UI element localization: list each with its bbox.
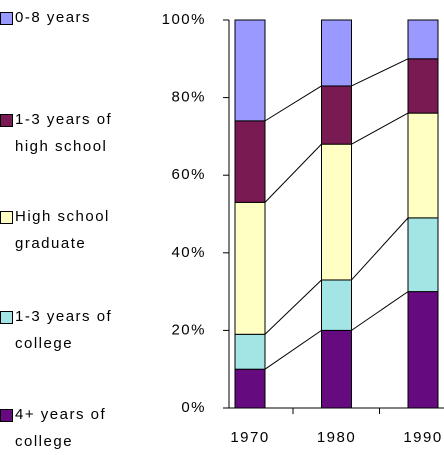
bar-segment [234, 201, 266, 335]
legend-item: 1-3 years of college [0, 303, 130, 357]
legend-swatch [0, 114, 13, 127]
bar-segment [321, 279, 352, 331]
bar-segment [234, 120, 266, 203]
legend-item: 1-3 years of high school [0, 106, 130, 160]
bar-segment [407, 19, 439, 60]
legend-label: High school graduate [15, 208, 110, 252]
bar-segment [407, 217, 439, 293]
series-line [264, 279, 322, 335]
bar-segment [321, 143, 352, 281]
series-line [264, 329, 322, 370]
y-tick-label: 40% [171, 244, 206, 261]
x-tick-label: 1980 [317, 429, 356, 446]
bar-segment [407, 291, 439, 409]
legend-item: High school graduate [0, 203, 130, 257]
legend-item: 4+ years of college [0, 401, 130, 455]
legend-swatch [0, 12, 13, 25]
bar-segment [234, 368, 266, 409]
bar-segment [234, 333, 266, 370]
legend-swatch [0, 211, 13, 224]
series-line [351, 291, 409, 331]
y-tick-label: 80% [171, 89, 206, 106]
legend-label: 0-8 years [15, 9, 92, 26]
legend-item: 0-8 years [0, 4, 130, 31]
series-line [264, 143, 322, 203]
bar-segment [321, 85, 352, 145]
bar-segment [321, 19, 352, 87]
y-tick-label: 60% [171, 166, 206, 183]
legend-swatch [0, 311, 13, 324]
bar-segment [407, 112, 439, 219]
series-line [264, 85, 322, 122]
x-tick-label: 1990 [403, 429, 442, 446]
bar-segment [407, 58, 439, 114]
series-line [351, 112, 409, 145]
x-tick-label: 1970 [230, 429, 269, 446]
bar-segment [321, 329, 352, 409]
y-tick-label: 100% [162, 11, 206, 28]
y-tick-label: 20% [171, 321, 206, 338]
series-line [351, 58, 409, 87]
y-tick-label: 0% [181, 399, 206, 416]
series-line [351, 217, 409, 281]
legend-swatch [0, 409, 13, 422]
legend-label: 4+ years of college [15, 406, 107, 450]
bar-segment [234, 19, 266, 122]
legend-label: 1-3 years of college [15, 308, 113, 352]
legend-label: 1-3 years of high school [15, 111, 113, 155]
